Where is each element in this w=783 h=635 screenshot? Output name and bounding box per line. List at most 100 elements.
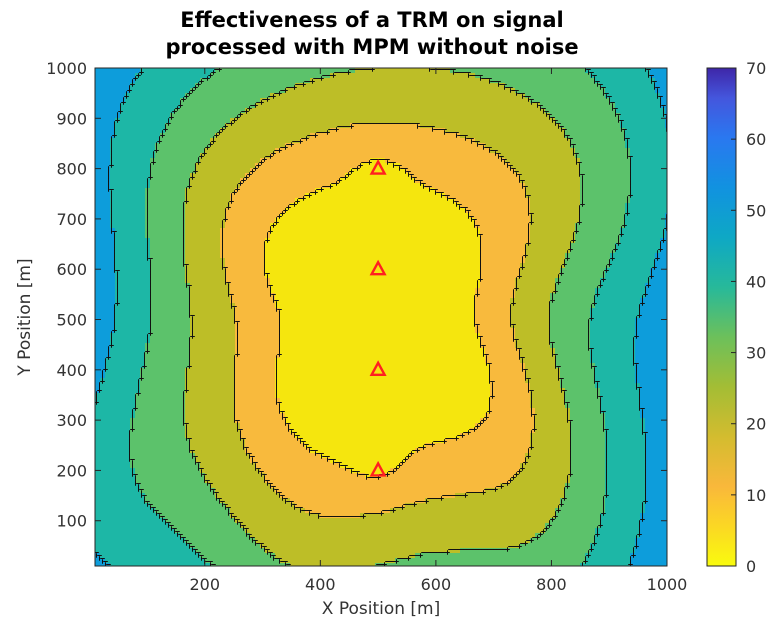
contour-cell — [170, 103, 176, 109]
contour-cell — [660, 183, 666, 189]
contour-cell — [210, 248, 216, 254]
contour-cell — [595, 233, 601, 239]
contour-cell — [425, 208, 431, 214]
contour-cell — [135, 273, 141, 279]
contour-cell — [505, 88, 511, 94]
contour-cell — [385, 258, 391, 264]
contour-cell — [545, 153, 551, 159]
contour-cell — [480, 118, 486, 124]
contour-cell — [300, 253, 306, 259]
contour-cell — [200, 218, 206, 224]
contour-cell — [325, 163, 331, 169]
contour-cell — [545, 93, 551, 99]
contour-cell — [360, 103, 366, 109]
contour-cell — [330, 168, 336, 174]
contour-cell — [320, 228, 326, 234]
contour-cell — [635, 258, 641, 264]
contour-cell — [380, 228, 386, 234]
contour-cell — [535, 68, 541, 74]
contour-cell — [155, 238, 161, 244]
contour-cell — [535, 138, 541, 144]
contour-cell — [190, 268, 196, 274]
contour-cell — [430, 88, 436, 94]
contour-cell — [650, 273, 656, 279]
contour-cell — [290, 148, 296, 154]
contour-cell — [515, 198, 521, 204]
contour-cell — [520, 158, 526, 164]
contour-cell — [530, 188, 536, 194]
contour-cell — [405, 268, 411, 274]
contour-cell — [110, 213, 116, 219]
contour-cell — [305, 153, 311, 159]
contour-cell — [535, 73, 541, 79]
contour-cell — [520, 133, 526, 139]
contour-cell — [565, 273, 571, 279]
contour-cell — [130, 283, 136, 289]
contour-cell — [620, 168, 626, 174]
contour-cell — [425, 168, 431, 174]
contour-cell — [260, 143, 266, 149]
contour-cell — [575, 103, 581, 109]
contour-cell — [375, 118, 381, 124]
contour-cell — [560, 278, 566, 284]
contour-cell — [560, 243, 566, 249]
contour-cell — [230, 213, 236, 219]
contour-cell — [430, 78, 436, 84]
contour-cell — [435, 108, 441, 114]
contour-cell — [165, 138, 171, 144]
contour-cell — [575, 248, 581, 254]
contour-cell — [390, 83, 396, 89]
contour-cell — [250, 68, 256, 74]
contour-cell — [585, 233, 591, 239]
contour-cell — [370, 143, 376, 149]
contour-cell — [520, 143, 526, 149]
contour-cell — [160, 163, 166, 169]
contour-cell — [650, 218, 656, 224]
contour-cell — [650, 98, 656, 104]
contour-cell — [315, 118, 321, 124]
contour-cell — [210, 198, 216, 204]
contour-cell — [155, 128, 161, 134]
contour-cell — [280, 258, 286, 264]
contour-cell — [235, 103, 241, 109]
contour-cell — [210, 93, 216, 99]
contour-cell — [410, 73, 416, 79]
contour-cell — [520, 243, 526, 249]
contour-cell — [240, 198, 246, 204]
contour-cell — [190, 133, 196, 139]
contour-cell — [500, 178, 506, 184]
contour-cell — [250, 138, 256, 144]
contour-cell — [435, 183, 441, 189]
contour-cell — [545, 268, 551, 274]
contour-cell — [190, 233, 196, 239]
contour-cell — [615, 78, 621, 84]
contour-cell — [295, 93, 301, 99]
contour-cell — [320, 218, 326, 224]
contour-cell — [495, 83, 501, 89]
contour-cell — [580, 223, 586, 229]
contour-cell — [100, 223, 106, 229]
contour-cell — [275, 223, 281, 229]
contour-cell — [230, 248, 236, 254]
contour-cell — [580, 273, 586, 279]
contour-cell — [405, 148, 411, 154]
contour-cell — [465, 103, 471, 109]
contour-cell — [265, 138, 271, 144]
contour-cell — [230, 258, 236, 264]
contour-cell — [250, 158, 256, 164]
contour-cell — [615, 258, 621, 264]
contour-cell — [530, 258, 536, 264]
contour-cell — [130, 148, 136, 154]
contour-cell — [495, 88, 501, 94]
contour-cell — [255, 248, 261, 254]
contour-cell — [385, 128, 391, 134]
contour-cell — [405, 273, 411, 279]
contour-cell — [265, 128, 271, 134]
contour-cell — [270, 103, 276, 109]
contour-cell — [295, 268, 301, 274]
contour-cell — [215, 83, 221, 89]
contour-cell — [120, 78, 126, 84]
contour-cell — [390, 138, 396, 144]
contour-cell — [270, 238, 276, 244]
contour-cell — [475, 198, 481, 204]
